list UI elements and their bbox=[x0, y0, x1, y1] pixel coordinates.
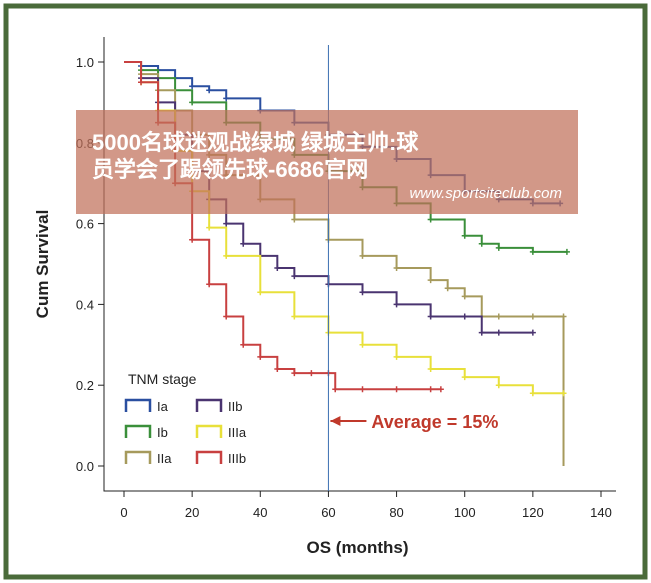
censor-mark-iiia bbox=[560, 390, 567, 397]
legend-label-iib: IIb bbox=[228, 399, 242, 414]
watermark-line2: 员学会了踢领先球-6686官网 bbox=[92, 157, 368, 182]
legend-swatch-iia bbox=[124, 450, 152, 464]
censor-mark-iib bbox=[359, 289, 366, 296]
watermark-box bbox=[76, 110, 578, 214]
legend-label-iiib: IIIb bbox=[228, 451, 246, 466]
y-tick-label: 0.2 bbox=[76, 378, 94, 393]
censor-mark-iia bbox=[359, 252, 366, 259]
y-tick-label: 0.0 bbox=[76, 459, 94, 474]
censor-mark-iib bbox=[461, 313, 468, 320]
legend-label-ib: Ib bbox=[157, 425, 168, 440]
censor-mark-ib bbox=[495, 244, 502, 251]
x-tick-label: 100 bbox=[454, 505, 476, 520]
censor-mark-iia bbox=[495, 313, 502, 320]
censor-mark-iia bbox=[560, 313, 567, 320]
x-tick-label: 60 bbox=[321, 505, 335, 520]
annotation-text: Average = 15% bbox=[371, 412, 498, 432]
watermark-site: www.sportsiteclub.com bbox=[409, 185, 562, 202]
figure-border bbox=[3, 3, 648, 580]
censor-mark-iiia bbox=[529, 390, 536, 397]
censor-mark-iiib bbox=[427, 386, 434, 393]
censor-mark-iia bbox=[427, 277, 434, 284]
censor-mark-iiib bbox=[437, 386, 444, 393]
y-tick-label: 0.4 bbox=[76, 297, 94, 312]
censor-mark-iib bbox=[427, 313, 434, 320]
censor-mark-iib bbox=[478, 329, 485, 336]
censor-mark-iiib bbox=[240, 341, 247, 348]
legend-label-ia: Ia bbox=[157, 399, 169, 414]
censor-mark-ib bbox=[189, 99, 196, 106]
censor-mark-iib bbox=[393, 301, 400, 308]
censor-mark-ia bbox=[189, 83, 196, 90]
censor-mark-iiia bbox=[291, 313, 298, 320]
censor-mark-iiia bbox=[495, 382, 502, 389]
censor-mark-iia bbox=[444, 285, 451, 292]
censor-mark-iiia bbox=[223, 252, 230, 259]
legend-swatch-iiib bbox=[195, 450, 223, 464]
legend-label-iiia: IIIa bbox=[228, 425, 247, 440]
censor-mark-iib bbox=[274, 265, 281, 272]
censor-mark-iiia bbox=[393, 353, 400, 360]
legend-swatch-ia bbox=[124, 398, 152, 412]
censor-mark-iiia bbox=[461, 374, 468, 381]
censor-mark-ib bbox=[478, 240, 485, 247]
censor-mark-iiia bbox=[427, 366, 434, 373]
x-tick-label: 140 bbox=[590, 505, 612, 520]
censor-mark-iia bbox=[461, 293, 468, 300]
censor-mark-iib bbox=[223, 220, 230, 227]
censor-mark-iib bbox=[291, 273, 298, 280]
censor-mark-iia bbox=[291, 216, 298, 223]
legend-swatch-ib bbox=[124, 424, 152, 438]
x-axis-label: OS (months) bbox=[307, 538, 409, 557]
censor-mark-iiia bbox=[359, 341, 366, 348]
legend-swatch-iib bbox=[195, 398, 223, 412]
annotation-arrowhead bbox=[330, 416, 341, 426]
y-tick-label: 1.0 bbox=[76, 55, 94, 70]
censor-mark-iiib bbox=[274, 366, 281, 373]
censor-mark-ia bbox=[206, 87, 213, 94]
censor-mark-iib bbox=[529, 329, 536, 336]
censor-mark-ib bbox=[563, 248, 570, 255]
legend-title: TNM stage bbox=[128, 371, 197, 387]
y-axis-label: Cum Survival bbox=[33, 210, 52, 319]
censor-mark-iiib bbox=[308, 370, 315, 377]
censor-mark-ib bbox=[427, 216, 434, 223]
x-tick-label: 80 bbox=[389, 505, 403, 520]
censor-mark-ib bbox=[461, 232, 468, 239]
censor-mark-iiib bbox=[332, 386, 339, 393]
watermark-line1: 5000名球迷观战绿城 绿城主帅:球 bbox=[92, 130, 419, 155]
censor-mark-iiib bbox=[359, 386, 366, 393]
censor-mark-iiia bbox=[257, 289, 264, 296]
legend-label-iia: IIa bbox=[157, 451, 172, 466]
censor-mark-iiib bbox=[138, 79, 145, 86]
censor-mark-iiib bbox=[393, 386, 400, 393]
censor-mark-iib bbox=[240, 240, 247, 247]
x-tick-label: 120 bbox=[522, 505, 544, 520]
censor-mark-iiia bbox=[206, 224, 213, 231]
censor-mark-iiib bbox=[206, 281, 213, 288]
censor-mark-iiib bbox=[257, 353, 264, 360]
censor-mark-ia bbox=[223, 95, 230, 102]
x-tick-label: 0 bbox=[120, 505, 127, 520]
censor-mark-iiib bbox=[189, 236, 196, 243]
censor-mark-ib bbox=[529, 248, 536, 255]
y-tick-label: 0.6 bbox=[76, 217, 94, 232]
censor-mark-iia bbox=[529, 313, 536, 320]
watermark-overlay: 5000名球迷观战绿城 绿城主帅:球 员学会了踢领先球-6686官网 www.s… bbox=[76, 110, 578, 214]
censor-mark-iiib bbox=[291, 370, 298, 377]
x-tick-label: 20 bbox=[185, 505, 199, 520]
censor-mark-iiib bbox=[223, 313, 230, 320]
legend: TNM stage Ia Ib IIa IIb IIIa IIIb bbox=[124, 371, 247, 466]
censor-mark-iib bbox=[495, 329, 502, 336]
legend-swatch-iiia bbox=[195, 424, 223, 438]
x-tick-label: 40 bbox=[253, 505, 267, 520]
censor-mark-iia bbox=[393, 265, 400, 272]
